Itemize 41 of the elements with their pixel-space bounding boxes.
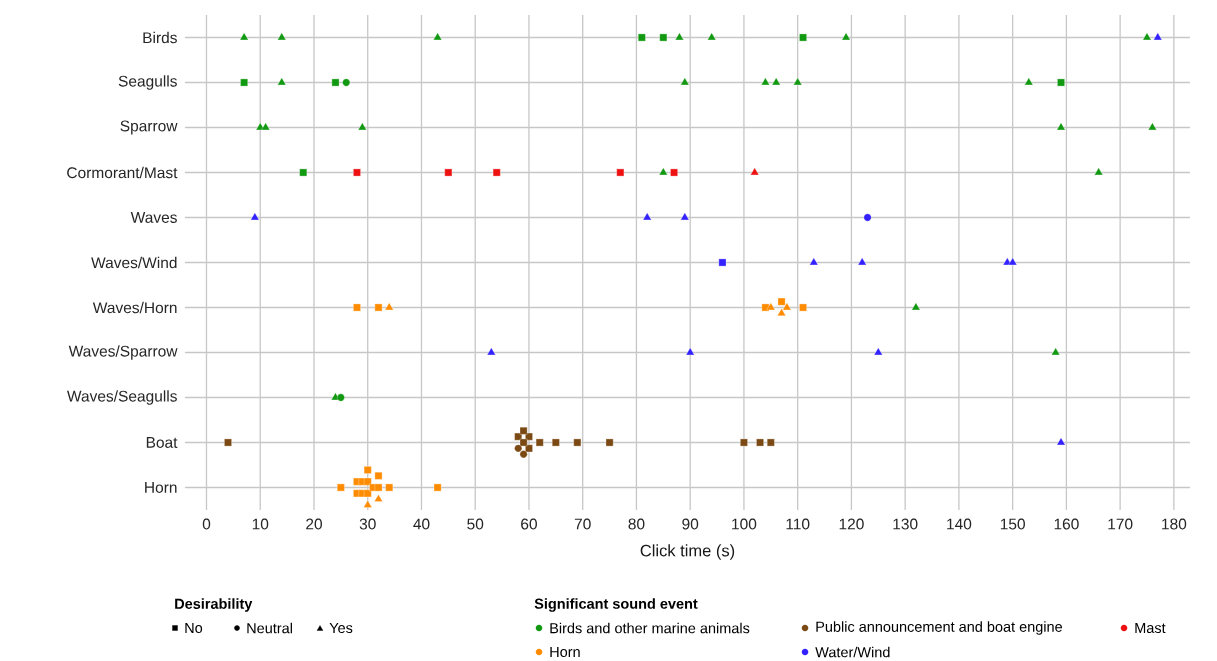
x-axis-title: Click time (s) [640,544,735,560]
x-tick-label: 160 [1054,518,1079,530]
x-tick-label: 0 [202,518,211,530]
y-tick-label: Waves/Sparrow [68,345,178,360]
legend-label: Public announcement and boat engine [816,621,1063,635]
legend-label: Horn [550,646,580,658]
x-tick-label: 70 [574,518,591,530]
x-tick-label: 60 [521,518,537,530]
legend-title: Significant sound event [534,598,698,612]
x-tick-label: 110 [786,518,810,530]
x-tick-label: 40 [413,518,430,530]
x-tick-label: 170 [1108,518,1133,530]
y-tick-label: Seagulls [118,75,177,90]
y-tick-label: Horn [145,482,177,493]
y-tick-label: Sparrow [120,120,178,135]
x-tick-label: 90 [682,518,699,530]
x-tick-label: 150 [1000,518,1025,530]
y-tick-label: Birds [143,31,177,44]
legend-label: Mast [1135,622,1166,634]
legend-label: Water/Wind [815,646,890,658]
x-tick-label: 20 [306,518,322,530]
x-tick-label: 180 [1162,518,1187,530]
y-tick-label: Waves/Wind [91,256,177,269]
x-tick-label: 130 [893,518,918,530]
text: Neutral [247,622,292,634]
x-tick-label: 10 [252,518,269,530]
x-tick-label: 80 [628,518,645,530]
x-tick-label: 120 [839,518,864,530]
y-tick-label: Waves/Horn [92,301,177,314]
x-tick-label: 140 [947,518,972,530]
legend-label: Birds and other marine animals [550,622,750,634]
x-tick-label: 100 [732,518,757,530]
y-tick-label: Waves/Seagulls [66,390,177,405]
y-tick-label: Waves [130,212,177,223]
text: No [185,622,203,634]
x-tick-label: 30 [359,518,376,530]
text: Yes [329,622,353,634]
y-tick-label: Cormorant/Mast [67,166,178,179]
y-tick-label: Boat [146,437,178,448]
text: Desirability [175,598,253,612]
x-tick-label: 50 [467,518,484,530]
